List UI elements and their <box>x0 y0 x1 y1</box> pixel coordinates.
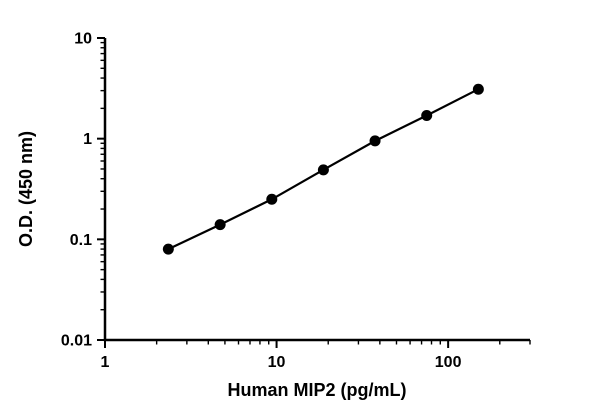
y-tick-label: 1 <box>83 131 92 148</box>
y-tick-label: 10 <box>74 31 92 48</box>
x-tick-label: 100 <box>435 354 462 371</box>
y-tick-label: 0.01 <box>61 333 92 350</box>
data-point-marker <box>266 193 278 205</box>
standard-curve-series <box>162 83 484 255</box>
data-point-marker <box>214 219 226 231</box>
y-axis-title: O.D. (450 nm) <box>16 131 36 247</box>
axes: 1 10 100 0.01 0.1 1 10 <box>61 31 531 371</box>
x-tick-label: 1 <box>101 354 110 371</box>
data-point-marker <box>317 164 329 176</box>
data-point-marker <box>162 243 174 255</box>
y-tick-label: 0.1 <box>70 232 92 249</box>
data-point-marker <box>421 109 433 121</box>
data-point-marker <box>472 83 484 95</box>
data-point-marker <box>369 135 381 147</box>
x-tick-label: 10 <box>268 354 286 371</box>
x-axis-title: Human MIP2 (pg/mL) <box>228 380 407 400</box>
